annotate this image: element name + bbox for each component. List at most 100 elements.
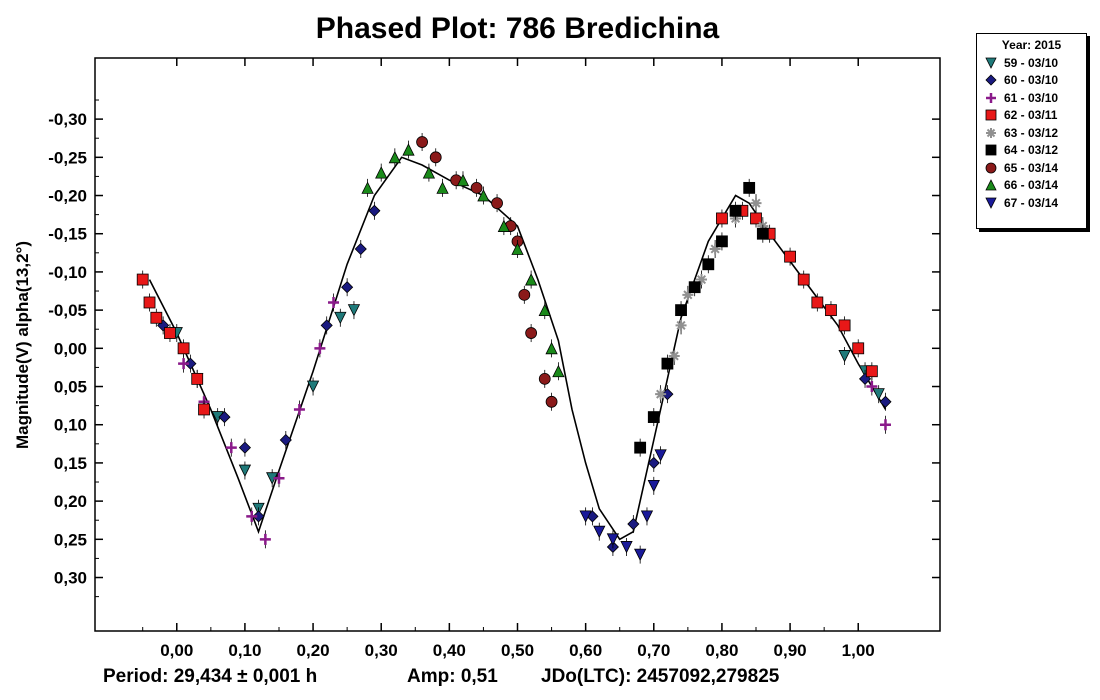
legend-marker-icon: [986, 127, 996, 138]
y-tick-label: -0,05: [48, 301, 87, 320]
y-tick-label: -0,15: [48, 225, 87, 244]
y-axis-label: Magnitude(V) alpha(13,2°): [13, 241, 32, 449]
legend-marker: [985, 179, 997, 191]
legend-marker-icon: [985, 179, 997, 191]
data-point: [866, 381, 878, 393]
series-3: [136, 201, 878, 419]
series-2: [178, 293, 891, 549]
data-point: [716, 212, 728, 225]
data-point: [375, 166, 388, 179]
data-point: [750, 197, 762, 209]
data-point: [668, 350, 680, 362]
data-point: [402, 143, 415, 156]
data-point: [879, 419, 891, 431]
series-6: [416, 133, 558, 411]
data-point: [184, 357, 197, 370]
data-point: [654, 449, 667, 462]
legend-item: 67 - 03/14: [977, 194, 1086, 212]
plot-frame: [94, 57, 941, 632]
legend-marker-icon: [985, 57, 997, 69]
legend-marker-icon: [985, 144, 997, 156]
data-point: [593, 525, 606, 539]
data-point: [797, 273, 810, 286]
x-tick-label: 0,80: [705, 641, 738, 660]
data-point: [688, 281, 701, 294]
data-point: [491, 197, 503, 210]
data-point: [416, 136, 428, 148]
y-tick-label: 0,00: [54, 339, 87, 358]
data-point: [675, 319, 687, 331]
x-tick-label: 0,40: [433, 641, 466, 660]
y-tick-label: 0,25: [54, 530, 87, 549]
series-7: [361, 140, 565, 381]
data-point: [320, 319, 333, 332]
data-point: [545, 395, 558, 408]
data-point: [429, 151, 442, 164]
data-point: [422, 166, 436, 179]
data-point: [811, 296, 824, 309]
legend-marker-icon: [985, 74, 997, 86]
legend-items: 59 - 03/10 60 - 03/10 61 - 03/10 62 - 03/11…: [977, 54, 1086, 212]
legend-marker-icon: [985, 109, 997, 121]
data-point: [729, 204, 742, 217]
data-point: [354, 242, 367, 256]
y-tick-label: 0,30: [54, 569, 87, 588]
data-point: [259, 533, 271, 545]
y-tick-label: 0,05: [54, 378, 87, 397]
series-5: [634, 178, 769, 457]
data-point: [334, 311, 347, 325]
data-point: [682, 289, 694, 301]
data-point: [872, 388, 885, 401]
data-point: [225, 442, 237, 454]
legend-item: 59 - 03/10: [977, 54, 1086, 72]
footer: Period: 29,434 ± 0,001 h Amp: 0,51 JDo(L…: [0, 666, 1100, 692]
data-point: [368, 204, 381, 217]
legend-item: 64 - 03/12: [977, 142, 1086, 160]
jdo-label: JDo(LTC): 2457092,279825: [541, 666, 780, 687]
data-point: [647, 411, 660, 423]
legend-marker: [985, 109, 997, 121]
legend-marker-icon: [985, 197, 997, 209]
data-point: [238, 441, 251, 454]
legend-item: 60 - 03/10: [977, 72, 1086, 90]
data-point: [640, 510, 654, 523]
data-point: [545, 341, 558, 355]
legend-marker: [985, 197, 997, 209]
data-point: [361, 181, 374, 194]
data-point: [661, 357, 674, 370]
data-point: [218, 411, 231, 424]
legend-label: 66 - 03/14: [1004, 178, 1059, 193]
series-8: [579, 446, 667, 564]
data-point: [238, 464, 252, 477]
data-point: [252, 510, 265, 523]
legend-title: Year: 2015: [1001, 38, 1062, 52]
legend-label: 67 - 03/14: [1004, 195, 1059, 210]
y-tick-label: 0,10: [54, 416, 87, 435]
data-point: [695, 274, 707, 286]
legend-label: 62 - 03/11: [1004, 108, 1058, 123]
legend-label: 64 - 03/12: [1004, 143, 1059, 158]
data-point: [647, 479, 660, 493]
chart-title: Phased Plot: 786 Bredichina: [315, 12, 720, 45]
data-point: [525, 327, 538, 339]
y-tick-label: -0,10: [48, 263, 87, 282]
legend-marker: [986, 92, 996, 103]
legend-label: 61 - 03/10: [1004, 90, 1059, 105]
legend-marker: [985, 144, 997, 156]
y-tick-label: -0,30: [48, 110, 87, 129]
data-point: [177, 342, 190, 355]
data-point: [470, 181, 483, 194]
period-label: Period: 29,434 ± 0,001 h: [103, 666, 318, 687]
legend-marker: [985, 74, 997, 86]
data-point: [293, 403, 305, 415]
data-point: [279, 433, 292, 447]
data-point: [852, 342, 865, 355]
data-point: [164, 327, 176, 339]
data-point: [518, 288, 531, 301]
data-point: [538, 303, 551, 317]
data-point: [675, 304, 687, 317]
data-point: [341, 281, 354, 294]
data-point: [136, 273, 149, 286]
data-points: [136, 133, 892, 564]
x-tick-label: 0,90: [774, 641, 807, 660]
